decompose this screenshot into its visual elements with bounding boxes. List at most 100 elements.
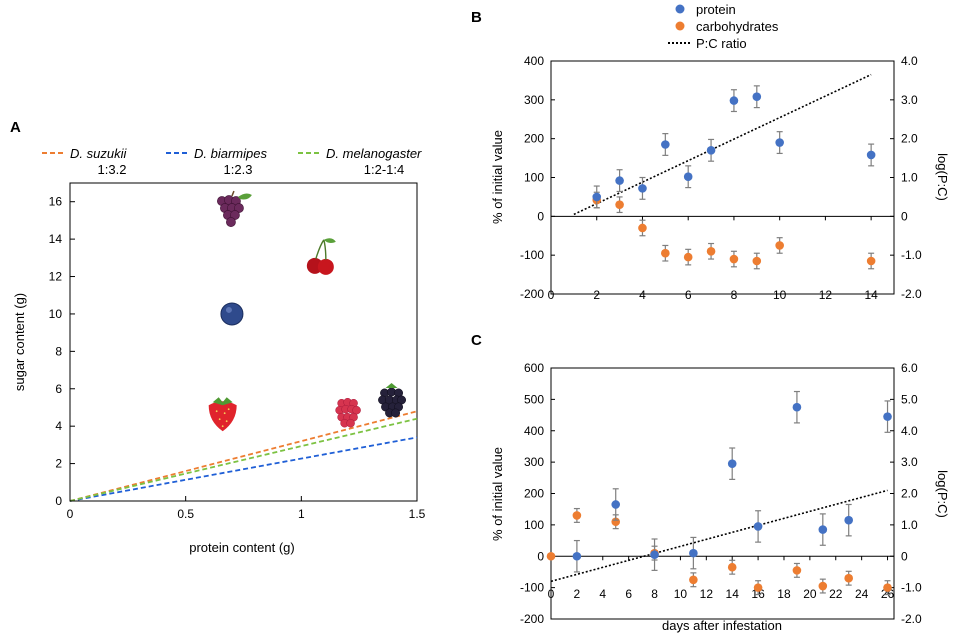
cherry-fruit (317, 258, 334, 275)
panel-b-pc-ratio-line (573, 73, 872, 216)
strawberry-icon (208, 397, 237, 432)
panel-a-ytick-label: 14 (49, 232, 63, 246)
blueberry-shine (225, 306, 232, 313)
panel-b-carbohydrates-point (638, 223, 647, 233)
panel-b-protein-point (592, 192, 602, 202)
panel-c-carbohydrates-point (883, 583, 892, 592)
legend-ratio-suzukii: 1:3.2 (98, 162, 127, 177)
panel-b-ytick-label: -100 (520, 248, 544, 262)
raspberry-icon (335, 397, 361, 428)
ratio-line-suzukii (69, 410, 418, 502)
legend-label-pc-ratio: P:C ratio (696, 36, 747, 51)
blueberry-icon (220, 302, 244, 326)
panel-b-y2tick-label: -2.0 (901, 287, 922, 301)
panel-b-protein-point (752, 92, 762, 102)
cherry-icon (306, 238, 336, 275)
panel-c-y2tick-label: 0 (901, 549, 908, 563)
panel-c-carbohydrates-point (818, 581, 828, 591)
panel-c-y2tick-label: 5.0 (901, 392, 918, 406)
panel-a-plot-frame (69, 182, 418, 502)
panel-b-ytick-label: -200 (520, 287, 544, 301)
panel-c-protein-point (689, 548, 698, 558)
panel-b-carbohydrates-point (683, 252, 693, 262)
cherry-leaf (323, 238, 336, 243)
panel-b-carbohydrates-point (752, 256, 762, 266)
panel-label-c: C (471, 332, 482, 349)
panel-c-xtick-label: 10 (674, 587, 688, 601)
panel-c-ytick-label: 600 (524, 361, 544, 375)
panel-c-protein-point (611, 500, 621, 509)
panel-b-protein-point (775, 138, 784, 147)
panel-c-protein-point (792, 402, 802, 412)
panel-b-ytick-label: 100 (524, 171, 544, 185)
cherry-stem (315, 239, 327, 260)
panel-a: D. suzukii 1:3.2 D. biarmipes 1:2.3 D. m… (12, 146, 426, 555)
legend-ratio-biarmipes: 1:2.3 (224, 162, 253, 177)
panel-b-protein-point (866, 150, 876, 160)
panel-c-xtick-label: 18 (777, 587, 791, 601)
panel-c-carbohydrates-point (727, 562, 737, 572)
panel-c: -200-1000100200300400500600-2.0-1.001.02… (490, 361, 950, 633)
panel-b-y2tick-label: 3.0 (901, 93, 918, 107)
panel-b-protein-point (683, 172, 693, 182)
grape-leaf (237, 193, 252, 200)
strawberry-seed (218, 418, 221, 421)
panel-c-pc-ratio-line (550, 489, 888, 583)
blackberry-drupelet (391, 408, 401, 418)
panel-b-carbohydrates-point (706, 246, 716, 256)
panel-c-protein-point (883, 412, 892, 421)
panel-a-ytick-label: 16 (49, 195, 63, 209)
panel-b-y2tick-label: 4.0 (901, 54, 918, 68)
panel-b-protein-point (706, 146, 716, 155)
panel-c-y2tick-label: 2.0 (901, 487, 918, 501)
panel-c-xtick-label: 0 (548, 587, 555, 601)
panel-b-xtick-label: 14 (864, 288, 878, 302)
panel-a-ytick-label: 12 (49, 270, 63, 284)
panel-b-xtick-label: 10 (773, 288, 787, 302)
panel-b-protein-point (615, 176, 624, 185)
panel-a-ylabel: sugar content (g) (12, 293, 27, 391)
ratio-line-melanogaster (69, 417, 418, 502)
panel-b-carbohydrates-point (729, 254, 739, 264)
panel-c-y2tick-label: -1.0 (901, 581, 922, 595)
panel-c-ytick-label: 200 (524, 487, 544, 501)
panel-c-carbohydrates-point (689, 575, 698, 585)
panel-a-ytick-label: 4 (55, 419, 62, 433)
panel-b-y2tick-label: 0 (901, 209, 908, 223)
blackberry-icon (378, 382, 407, 418)
panel-c-xtick-label: 12 (700, 587, 714, 601)
panel-a-ytick-label: 6 (55, 382, 62, 396)
panel-a-ytick-label: 2 (55, 457, 62, 471)
panel-c-ylabel: % of initial value (490, 447, 505, 541)
panel-b-y2tick-label: -1.0 (901, 248, 922, 262)
panel-b-carbohydrates-point (866, 256, 876, 266)
panel-c-ytick-label: 100 (524, 518, 544, 532)
panel-c-xtick-label: 20 (803, 587, 817, 601)
strawberry-seed (215, 410, 218, 413)
panel-c-carbohydrates-point (546, 551, 556, 561)
panel-b-protein-point (729, 96, 739, 105)
panel-c-xtick-label: 2 (574, 587, 581, 601)
panel-b: protein carbohydrates P:C ratio -200 -100… (490, 2, 950, 302)
panel-c-protein-point (844, 515, 853, 525)
panel-a-ytick-label: 0 (55, 494, 62, 508)
legend-label-melanogaster: D. melanogaster (326, 146, 422, 161)
grape-stem (231, 190, 235, 197)
panel-b-xtick-label: 6 (685, 288, 692, 302)
panel-c-y2tick-label: 3.0 (901, 455, 918, 469)
panel-b-plot-frame (550, 60, 895, 295)
legend-marker-carbohydrates (675, 21, 685, 31)
panel-b-xtick-label: 12 (819, 288, 833, 302)
legend-label-carbohydrates: carbohydrates (696, 19, 779, 34)
panel-b-y2label: log(P:C) (935, 153, 950, 201)
panel-b-xtick-label: 2 (593, 288, 600, 302)
panel-b-carbohydrates-point (615, 200, 624, 209)
panel-a-xtick-label: 0 (67, 507, 74, 521)
panel-c-xtick-label: 6 (625, 587, 632, 601)
panel-c-ytick-label: 500 (524, 392, 544, 406)
panel-c-ytick-label: -200 (520, 612, 544, 626)
panel-b-ytick-label: 0 (537, 209, 544, 223)
panel-label-b: B (471, 9, 482, 26)
panel-c-xtick-label: 8 (651, 587, 658, 601)
